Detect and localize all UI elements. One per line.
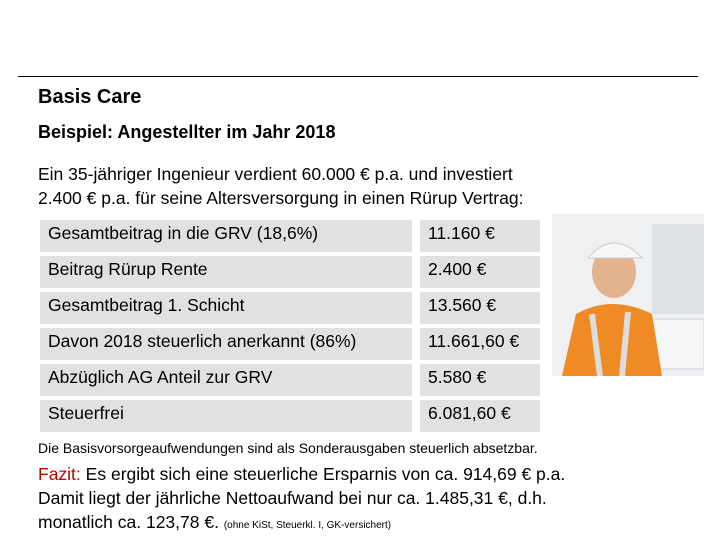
helmet — [586, 242, 644, 259]
footnote: (ohne KiSt, Steuerkl. I, GK-versichert) — [223, 520, 392, 531]
table-row: Steuerfrei 6.081,60 € — [40, 400, 540, 432]
calc-table: Gesamtbeitrag in die GRV (18,6%) 11.160 €… — [40, 216, 540, 436]
conclusion-text: Es ergibt sich eine steuerliche Ersparni… — [85, 464, 566, 484]
row-value: 5.580 € — [412, 364, 540, 396]
header-rule — [18, 76, 698, 77]
intro: Ein 35-jähriger Ingenieur verdient 60.00… — [38, 162, 523, 210]
row-label: Beitrag Rürup Rente — [40, 256, 412, 288]
row-label: Gesamtbeitrag in die GRV (18,6%) — [40, 220, 412, 252]
title: Basis Care — [38, 86, 142, 108]
row-value: 11.160 € — [412, 220, 540, 252]
table-row: Gesamtbeitrag in die GRV (18,6%) 11.160 € — [40, 220, 540, 252]
table-row: Gesamtbeitrag 1. Schicht 13.560 € — [40, 292, 540, 324]
engineer-photo — [552, 214, 704, 376]
intro-line: 2.400 € p.a. für seine Altersversorgung … — [38, 188, 524, 208]
note: Die Basisvorsorgeaufwendungen sind als S… — [38, 440, 538, 456]
row-label: Davon 2018 steuerlich anerkannt (86%) — [40, 328, 412, 360]
row-value: 13.560 € — [412, 292, 540, 324]
conclusion-line: Damit liegt der jährliche Nettoaufwand b… — [38, 488, 547, 508]
row-label: Steuerfrei — [40, 400, 412, 432]
row-label: Gesamtbeitrag 1. Schicht — [40, 292, 412, 324]
conclusion: Fazit: Es ergibt sich eine steuerliche E… — [38, 462, 565, 538]
table-row: Abzüglich AG Anteil zur GRV 5.580 € — [40, 364, 540, 396]
table-row: Davon 2018 steuerlich anerkannt (86%) 11.… — [40, 328, 540, 360]
building — [652, 224, 704, 314]
vest-stripes — [589, 311, 631, 376]
vest — [562, 304, 662, 376]
intro-line: Ein 35-jähriger Ingenieur verdient 60.00… — [38, 164, 513, 184]
conclusion-line: monatlich ca. 123,78 €. (ohne KiSt, Steu… — [38, 510, 565, 538]
row-label: Abzüglich AG Anteil zur GRV — [40, 364, 412, 396]
conclusion-text: monatlich ca. 123,78 €. — [38, 512, 219, 532]
conclusion-label: Fazit: — [38, 464, 81, 484]
row-value: 11.661,60 € — [412, 328, 540, 360]
table-row: Beitrag Rürup Rente 2.400 € — [40, 256, 540, 288]
row-value: 2.400 € — [412, 256, 540, 288]
face — [592, 246, 636, 298]
row-value: 6.081,60 € — [412, 400, 540, 432]
conclusion-line: Fazit: Es ergibt sich eine steuerliche E… — [38, 462, 565, 486]
subtitle: Beispiel: Angestellter im Jahr 2018 — [38, 122, 336, 142]
